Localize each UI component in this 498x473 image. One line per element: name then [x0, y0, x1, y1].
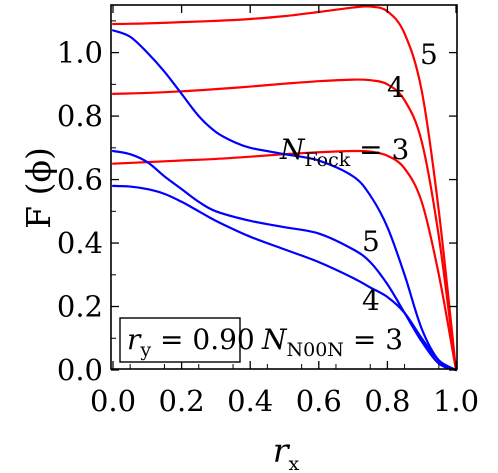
x-tick-label: 1.0 — [433, 384, 479, 418]
x-tick-label: 0.8 — [364, 384, 410, 418]
plot-frame — [110, 4, 458, 370]
y-tick-label: 0.8 — [57, 99, 103, 133]
noon-series-line-n4 — [111, 149, 458, 372]
y-axis-title: F (ϕ) — [19, 147, 58, 229]
x-tick-label: 0.6 — [296, 384, 342, 418]
series-layer — [111, 5, 458, 372]
fock-n4-label: 4 — [387, 71, 405, 104]
noon-n3-label: NN00N = 3 — [261, 323, 403, 361]
y-tick-label: 0.0 — [57, 353, 103, 387]
noon-series-line-n5 — [111, 29, 458, 372]
x-tick-label: 0.4 — [227, 384, 273, 418]
fock-n3-label: NFock = 3 — [279, 133, 409, 171]
ry-box-label: ry = 0.90 — [127, 323, 255, 361]
noon-n5-label: 5 — [362, 225, 380, 258]
noon-n4-label: 4 — [362, 284, 380, 317]
y-tick-label: 1.0 — [57, 36, 103, 70]
fock-n5-label: 5 — [420, 38, 438, 71]
fock-series-line-n5 — [111, 5, 458, 372]
y-tick-label: 0.4 — [57, 226, 103, 260]
tick-layer: 0.0 0.2 0.4 0.6 0.8 1.0 0.0 0.2 0.4 0.6 0.8 1.0 — [57, 5, 479, 418]
x-axis-title: rx — [273, 431, 300, 473]
ry-box — [119, 317, 241, 363]
x-tick-label: 0.0 — [90, 384, 136, 418]
y-tick-label: 0.6 — [57, 163, 103, 197]
fock-series-line-n4 — [111, 78, 458, 372]
y-tick-label: 0.2 — [57, 290, 103, 324]
fock-series-line-n3 — [111, 149, 458, 372]
x-tick-label: 0.2 — [159, 384, 205, 418]
